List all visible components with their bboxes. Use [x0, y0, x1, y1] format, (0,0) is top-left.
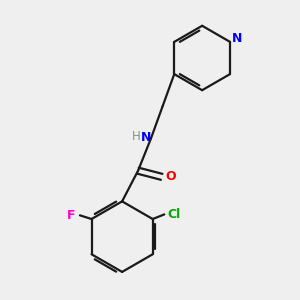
Text: N: N	[141, 131, 152, 144]
Text: F: F	[67, 209, 76, 222]
Text: H: H	[132, 130, 141, 142]
Text: Cl: Cl	[167, 208, 181, 221]
Text: O: O	[165, 170, 175, 183]
Text: N: N	[232, 32, 242, 45]
